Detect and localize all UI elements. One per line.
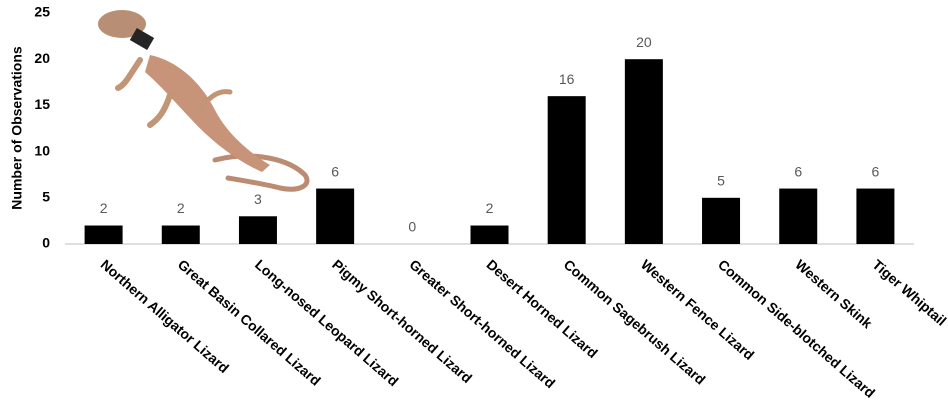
x-tick-label: Tiger Whiptail [869, 256, 948, 329]
x-tick-label: Northern Alligator Lizard [98, 256, 233, 376]
y-tick-label: 20 [34, 50, 50, 66]
x-tick-label: Common Side-blotched Lizard [715, 256, 878, 401]
x-tick-label: Pigmy Short-horned Lizard [329, 256, 475, 386]
bar [84, 225, 123, 244]
data-label: 2 [177, 200, 185, 216]
data-label: 2 [486, 200, 494, 216]
data-label: 2 [100, 200, 108, 216]
data-label: 0 [408, 219, 416, 235]
data-label: 5 [717, 173, 725, 189]
data-label: 6 [872, 163, 880, 179]
data-label: 6 [794, 163, 802, 179]
bar [161, 225, 200, 244]
data-label: 16 [559, 71, 575, 87]
y-tick-label: 10 [34, 142, 50, 158]
bar [547, 96, 586, 244]
bar [238, 216, 277, 244]
y-tick-label: 15 [34, 96, 50, 112]
data-label: 20 [636, 34, 652, 50]
lizard-illustration [98, 10, 310, 192]
y-tick-label: 5 [42, 189, 50, 205]
bar [856, 188, 895, 244]
bar [702, 197, 741, 244]
x-tick-label: Western Skink [792, 256, 875, 331]
y-axis-title: Number of Observations [9, 46, 25, 210]
y-tick-label: 25 [34, 4, 50, 20]
bar [470, 225, 509, 244]
data-label: 3 [254, 191, 262, 207]
bar [624, 59, 663, 245]
y-tick-label: 0 [42, 235, 50, 251]
x-tick-label: Common Sagebrush Lizard [561, 256, 709, 387]
data-label: 6 [331, 163, 339, 179]
bar [779, 188, 818, 244]
x-tick-label: Long-nosed Leopard Lizard [252, 256, 402, 389]
x-tick-label: Greater Short-horned Lizard [406, 256, 558, 391]
x-tick-label: Great Basin Collared Lizard [175, 256, 324, 389]
bar [316, 188, 355, 244]
